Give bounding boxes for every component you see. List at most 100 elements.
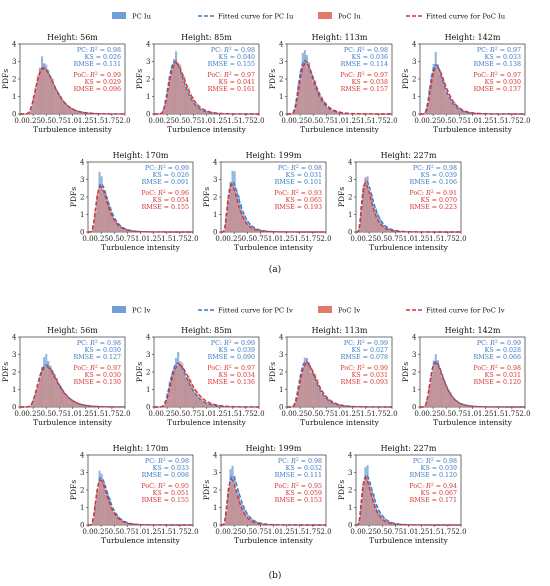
poc-fitted-curve (221, 478, 326, 526)
x-tick-label: 2.0 (119, 410, 130, 418)
poc-bar (51, 81, 54, 114)
pc-fitted-curve (88, 477, 193, 526)
poc-bar (32, 400, 35, 407)
poc-bar (432, 68, 435, 114)
poc-bar (254, 229, 257, 232)
poc-bar (364, 476, 367, 525)
pc-r2-annotation: PC: R2 = 0.98 (278, 457, 322, 466)
poc-bar (430, 81, 433, 114)
pc-legend-swatch (112, 12, 126, 19)
x-tick-label: 1.25 (78, 410, 94, 418)
y-tick-label: 1 (80, 504, 84, 512)
poc-bar (191, 385, 194, 407)
x-tick-label: 0.25 (361, 528, 377, 536)
poc-bar (49, 365, 52, 407)
x-tick-label: 2.0 (119, 117, 130, 125)
y-tick-label: 1 (348, 211, 352, 219)
x-tick-label: 0.25 (425, 117, 441, 125)
x-tick-label: 0.5 (242, 235, 253, 243)
poc-bar (72, 401, 75, 407)
x-tick-label: 2.0 (253, 410, 264, 418)
pc-r2-annotation: PC: R2 = 0.99 (211, 339, 255, 348)
panel-title: Height: 56m (47, 326, 98, 335)
poc-bar (121, 228, 124, 232)
x-tick-label: 1.5 (161, 528, 172, 536)
poc-bar (438, 367, 441, 407)
pc-r2-annotation: PC: R2 = 0.98 (145, 457, 189, 466)
panel-title: Height: 113m (312, 326, 368, 335)
pc-bar (391, 522, 394, 525)
panel-title: Height: 85m (181, 33, 232, 42)
panel-height142m: 0.0 0.25 0.5 0.75 1.0 1.25 1.5 1.75 2.0 0 1 2 3 4 Heig… (401, 33, 531, 134)
pc-rmse-annotation: RMSE = 0.091 (142, 179, 189, 186)
pc-r2-annotation: PC: R2 = 0.99 (477, 339, 521, 348)
panel-height85m: 0.0 0.25 0.5 0.75 1.0 1.25 1.5 1.75 2.0 0 1 2 3 4 Heig… (135, 33, 265, 134)
x-axis-label: Turbulence intensity (101, 536, 181, 545)
x-tick-label: 0.25 (226, 528, 242, 536)
poc-r2-annotation: PoC: R2 = 0.99 (73, 71, 121, 80)
poc-bar (451, 100, 454, 114)
poc-bar (301, 64, 304, 114)
x-tick-label: 1.75 (172, 528, 188, 536)
poc-bar (72, 109, 75, 114)
x-tick-label: 1.5 (429, 528, 440, 536)
poc-bar (263, 231, 266, 232)
poc-bar (387, 229, 390, 232)
subfigure-caption: (a) (269, 264, 281, 275)
poc-bar (113, 218, 116, 232)
x-tick-label: 1.25 (212, 410, 228, 418)
poc-legend-label: PoC Iu (338, 13, 361, 21)
poc-fitted-curve (221, 183, 326, 233)
poc-bar (177, 62, 180, 114)
poc-bar (111, 507, 114, 525)
pc-rmse-annotation: RMSE = 0.101 (275, 179, 322, 186)
poc-bar (428, 385, 431, 407)
x-tick-label: 0.5 (377, 528, 388, 536)
pc-ks-annotation: KS = 0.026 (85, 54, 121, 61)
poc-bar (38, 68, 41, 114)
poc-bar (244, 514, 247, 525)
y-tick-label: 3 (348, 176, 352, 184)
x-tick-label: 2.0 (320, 528, 331, 536)
pc-rmse-annotation: RMSE = 0.114 (341, 61, 388, 68)
pc-r2-annotation: PC: R2 = 0.99 (344, 339, 388, 348)
poc-bar (308, 61, 311, 114)
panel-height199m: 0.0 0.25 0.5 0.75 1.0 1.25 1.5 1.75 2.0 0 1 2 3 4 Heig… (202, 444, 332, 545)
poc-bar (326, 398, 329, 407)
y-tick-label: 1 (12, 93, 16, 101)
x-tick-label: 2.0 (187, 528, 198, 536)
x-tick-label: 1.0 (403, 528, 414, 536)
poc-bar (464, 405, 467, 407)
x-axis-label: Turbulence intensity (369, 243, 449, 252)
poc-bar (329, 107, 332, 114)
poc-bar (449, 96, 452, 114)
x-tick-label: 1.75 (238, 410, 254, 418)
poc-bar (212, 404, 215, 407)
pc-r2-annotation: PC: R2 = 0.98 (413, 164, 457, 173)
y-tick-label: 1 (80, 211, 84, 219)
x-tick-label: 0.25 (425, 410, 441, 418)
y-tick-label: 4 (12, 333, 17, 341)
poc-bar (379, 222, 382, 232)
poc-bar (225, 510, 228, 525)
poc-bar (237, 497, 240, 525)
x-tick-label: 0.25 (25, 117, 41, 125)
poc-bar (76, 403, 79, 407)
poc-bar (189, 379, 192, 407)
pc_fit-legend-label: Fitted curve for PC Iu (218, 13, 294, 21)
x-tick-label: 0.75 (319, 410, 335, 418)
y-axis-label: PDFs (135, 69, 144, 89)
poc-bar (98, 189, 101, 232)
x-tick-label: 0.0 (14, 410, 25, 418)
x-tick-label: 1.0 (67, 410, 78, 418)
poc-bar (123, 522, 126, 525)
y-tick-label: 3 (146, 58, 150, 66)
poc-bar (424, 113, 427, 114)
poc-bar (30, 403, 33, 407)
panel-title: Height: 113m (312, 33, 368, 42)
x-tick-label: 1.0 (403, 235, 414, 243)
y-tick-label: 2 (80, 193, 84, 201)
y-axis-label: PDFs (1, 362, 10, 382)
x-tick-label: 1.0 (334, 117, 345, 125)
poc-bar (331, 401, 334, 407)
